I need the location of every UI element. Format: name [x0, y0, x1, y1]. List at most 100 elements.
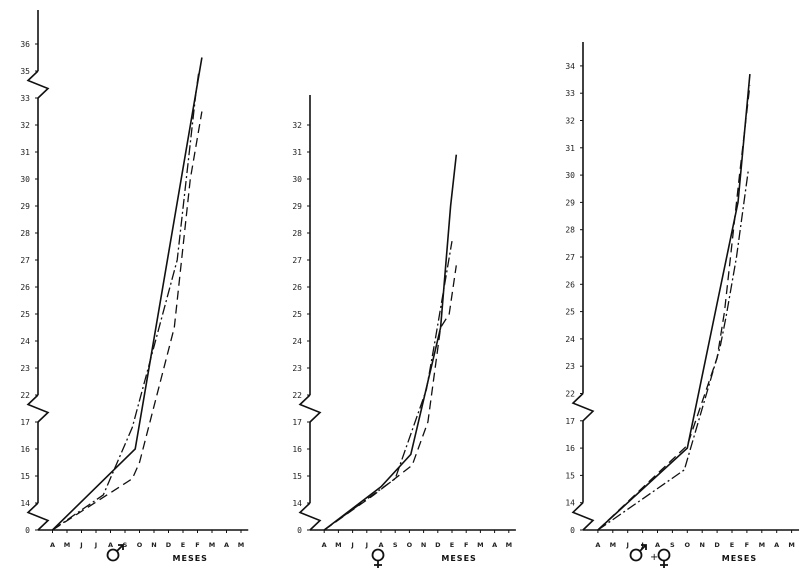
y-tick-label: 16: [20, 445, 30, 454]
y-tick-label: 23: [292, 364, 302, 373]
series-line-dash: [597, 84, 751, 531]
x-axis-title: MESES: [722, 554, 757, 563]
y-tick-label: 24: [565, 335, 575, 344]
y-axis-break-mark: [298, 394, 322, 423]
x-tick-label: A: [595, 541, 600, 549]
x-tick-label: A: [50, 541, 55, 549]
y-tick-label: 0: [297, 526, 302, 535]
male-symbol-arrow-icon: [639, 544, 647, 552]
y-tick-label: 23: [565, 362, 575, 371]
x-tick-label: E: [450, 541, 454, 549]
series-line-dashdot: [52, 70, 200, 531]
x-tick-label: A: [224, 541, 229, 549]
y-tick-label: 16: [292, 445, 302, 454]
x-tick-label: N: [151, 541, 156, 549]
x-tick-label: J: [94, 541, 97, 549]
y-tick-label: 33: [20, 94, 30, 103]
sex-symbol-icon: [371, 548, 385, 568]
y-tick-label: 15: [292, 472, 302, 481]
y-axis-break-mark: [571, 392, 595, 422]
y-tick-label: 24: [292, 337, 302, 346]
y-tick-label: 17: [20, 418, 30, 427]
y-tick-label: 32: [565, 117, 575, 126]
y-tick-label: 31: [20, 148, 30, 157]
x-tick-label: O: [685, 541, 691, 549]
y-tick-label: 15: [20, 472, 30, 481]
female-symbol-cross-icon: [660, 560, 668, 568]
series-line-dash: [323, 265, 457, 531]
x-tick-label: A: [655, 541, 660, 549]
y-axis-break-mark: [26, 502, 50, 531]
male-symbol-icon: [106, 548, 120, 562]
y-tick-label: 27: [565, 253, 575, 262]
x-axis-title: MESES: [173, 554, 208, 563]
y-tick-label: 28: [20, 229, 30, 238]
y-tick-label: 30: [292, 175, 302, 184]
x-tick-label: A: [108, 541, 113, 549]
x-tick-label: M: [64, 541, 70, 549]
x-tick-label: F: [464, 541, 468, 549]
female-symbol-icon: [371, 548, 385, 562]
y-tick-label: 32: [292, 121, 302, 130]
y-tick-label: 29: [565, 198, 575, 207]
x-tick-label: M: [209, 541, 215, 549]
x-tick-label: M: [506, 541, 512, 549]
y-axis-break-mark: [298, 502, 322, 531]
chart-panel-male: 0 14 15 16 17 22 23 24 25 26 27 28 29 30 31 32 33 35 36 A M J…: [20, 10, 249, 563]
x-tick-label: D: [714, 541, 720, 549]
y-tick-label: 27: [20, 256, 30, 265]
x-tick-label: J: [350, 541, 353, 549]
x-tick-label: O: [407, 541, 413, 549]
y-tick-label: 29: [292, 202, 302, 211]
x-tick-label: A: [492, 541, 497, 549]
y-tick-label: 14: [292, 499, 302, 508]
male-symbol-icon: [629, 548, 643, 562]
series-line-dashdot: [323, 240, 453, 531]
y-tick-label: 26: [565, 280, 575, 289]
y-tick-label: 32: [20, 121, 30, 130]
x-tick-label: F: [745, 541, 749, 549]
x-tick-label: S: [123, 541, 128, 549]
sex-symbol-icon: [106, 544, 124, 562]
x-tick-label: M: [335, 541, 341, 549]
x-tick-label: F: [195, 541, 199, 549]
y-tick-label: 27: [292, 256, 302, 265]
y-tick-label: 14: [20, 499, 30, 508]
series-line-solid: [597, 74, 751, 531]
y-tick-label: 25: [565, 308, 575, 317]
y-tick-label: 0: [25, 526, 30, 535]
x-axis-title: MESES: [441, 554, 476, 563]
y-tick-label: 26: [20, 283, 30, 292]
x-tick-label: N: [421, 541, 426, 549]
x-tick-label: J: [365, 541, 368, 549]
y-tick-label: 14: [565, 499, 575, 508]
x-tick-label: N: [699, 541, 704, 549]
sex-symbol-icon: +: [629, 544, 671, 568]
y-tick-label: 30: [565, 171, 575, 180]
y-tick-label: 16: [565, 444, 575, 453]
y-tick-label: 24: [20, 337, 30, 346]
plus-sign: +: [650, 552, 658, 563]
y-tick-label: 25: [292, 310, 302, 319]
y-tick-label: 17: [565, 417, 575, 426]
x-tick-label: D: [435, 541, 441, 549]
y-tick-label: 34: [565, 62, 575, 71]
x-tick-label: M: [759, 541, 765, 549]
y-tick-label: 29: [20, 202, 30, 211]
x-tick-label: A: [378, 541, 383, 549]
y-tick-label: 15: [565, 471, 575, 480]
series-line-solid: [51, 57, 203, 531]
male-symbol-arrow-icon: [116, 544, 124, 552]
y-tick-label: 22: [292, 391, 302, 400]
y-tick-label: 30: [20, 175, 30, 184]
x-tick-label: M: [238, 541, 244, 549]
x-tick-label: A: [774, 541, 779, 549]
y-tick-label: 22: [565, 390, 575, 399]
y-tick-label: 31: [565, 144, 575, 153]
y-tick-label: 33: [565, 89, 575, 98]
y-tick-label: 0: [570, 526, 575, 535]
x-tick-label: A: [322, 541, 327, 549]
